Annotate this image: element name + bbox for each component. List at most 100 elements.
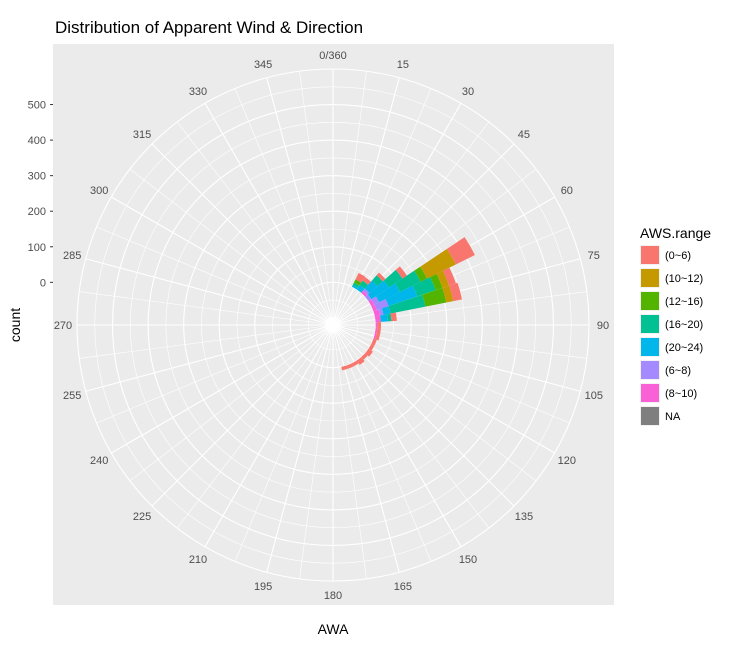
grid-circle (201, 193, 465, 457)
angle-label: 195 (254, 581, 272, 593)
bar-segment (376, 272, 386, 282)
bar-segment (377, 321, 381, 329)
bar-segment (371, 275, 383, 287)
bar-segment (368, 299, 375, 307)
legend-swatch (641, 246, 659, 264)
radius-ticks: 0 100 200 300 400 500 (28, 100, 53, 289)
angle-label: 285 (63, 250, 81, 262)
angle-label: 180 (324, 590, 342, 602)
grid-circle (325, 317, 341, 333)
angle-label: 345 (254, 59, 272, 71)
legend-swatch (641, 292, 659, 310)
grid-circle (130, 122, 536, 528)
radius-tick-label: 200 (28, 206, 46, 218)
bar-segment (375, 333, 381, 341)
bar-segment (371, 296, 380, 305)
grid-circle (272, 264, 394, 386)
bar-segment (365, 294, 372, 302)
bar-segment (368, 343, 375, 351)
bar-segment (381, 306, 391, 315)
bar-segment (355, 273, 366, 283)
angle-label: 315 (133, 129, 151, 141)
bar-segment (361, 290, 368, 297)
bar-segment (422, 287, 447, 307)
legend-title: AWS.range (640, 225, 711, 241)
bar-segment (430, 273, 443, 291)
bar-segment (414, 266, 428, 282)
grid-circle (183, 175, 483, 475)
angle-label: 270 (54, 320, 72, 332)
legend: AWS.range (0~6) (10~12) (12~16) (16~20) (20~… (640, 225, 711, 426)
grid-circle (76, 68, 590, 582)
bar-segment (365, 348, 373, 357)
angle-label: 255 (63, 390, 81, 402)
bar-segment (373, 309, 381, 317)
angle-labels: 0/360 15 30 45 60 75 90 105 120 135 150 165 180 195 21… (54, 50, 609, 602)
bar-segment (341, 365, 348, 371)
bar-segment (385, 285, 418, 307)
angle-label: 45 (518, 129, 530, 141)
legend-label: (12~16) (665, 296, 703, 308)
bar-segment (449, 282, 463, 302)
bar-segment (395, 270, 421, 292)
x-axis-title: AWA (318, 621, 350, 637)
grid-circle (236, 228, 430, 422)
angle-label: 240 (90, 455, 108, 467)
legend-swatch (641, 269, 659, 287)
bar-segment (361, 353, 368, 360)
legend-label: NA (665, 411, 681, 423)
angle-label: 15 (397, 59, 409, 71)
bar-segment (436, 270, 450, 288)
radius-tick-label: 300 (28, 171, 46, 183)
grid-circle (307, 299, 359, 351)
bar-segment (375, 283, 400, 303)
legend-swatch (641, 338, 659, 356)
grid-circle (147, 139, 519, 511)
angle-label: 30 (462, 86, 474, 98)
bar-segment (446, 237, 475, 265)
bar-segment (380, 314, 388, 322)
bar-segment (371, 338, 377, 346)
bars-group (341, 237, 475, 371)
radius-tick-label: 500 (28, 100, 46, 112)
angle-label: 0/360 (319, 50, 347, 62)
bar-segment (443, 267, 456, 286)
bar-segment (374, 299, 389, 311)
bar-segment (412, 277, 436, 297)
grid-circle (94, 86, 572, 564)
bar-segment (367, 280, 390, 300)
legend-label: (20~24) (665, 342, 703, 354)
bar-segment (371, 304, 377, 312)
bar-segment (420, 248, 456, 279)
angle-label: 225 (133, 511, 151, 523)
angle-label: 75 (588, 250, 600, 262)
bar-segment (351, 285, 358, 290)
y-axis-title: count (7, 308, 23, 342)
bar-segment (374, 315, 381, 323)
polar-grid (76, 68, 590, 582)
angle-label: 165 (394, 581, 412, 593)
angle-label: 120 (558, 455, 576, 467)
bar-segment (352, 282, 360, 289)
angle-label: 150 (459, 554, 477, 566)
bar-segment (351, 360, 359, 367)
legend-swatch (641, 407, 659, 425)
bar-segment (387, 313, 392, 322)
legend-label: (6~8) (665, 365, 691, 377)
bar-segment (364, 280, 378, 294)
angle-label: 300 (90, 185, 108, 197)
angle-label: 90 (597, 320, 609, 332)
angle-label: 135 (515, 511, 533, 523)
bar-segment (378, 308, 384, 316)
legend-label: (8~10) (665, 388, 697, 400)
angle-label: 210 (189, 554, 207, 566)
angle-label: 105 (585, 390, 603, 402)
legend-label: (16~20) (665, 319, 703, 331)
angle-label: 330 (189, 86, 207, 98)
radius-tick-label: 100 (28, 242, 46, 254)
bar-segment (356, 285, 365, 293)
bar-segment (395, 266, 407, 279)
legend-swatch (641, 384, 659, 402)
bar-segment (375, 322, 378, 328)
